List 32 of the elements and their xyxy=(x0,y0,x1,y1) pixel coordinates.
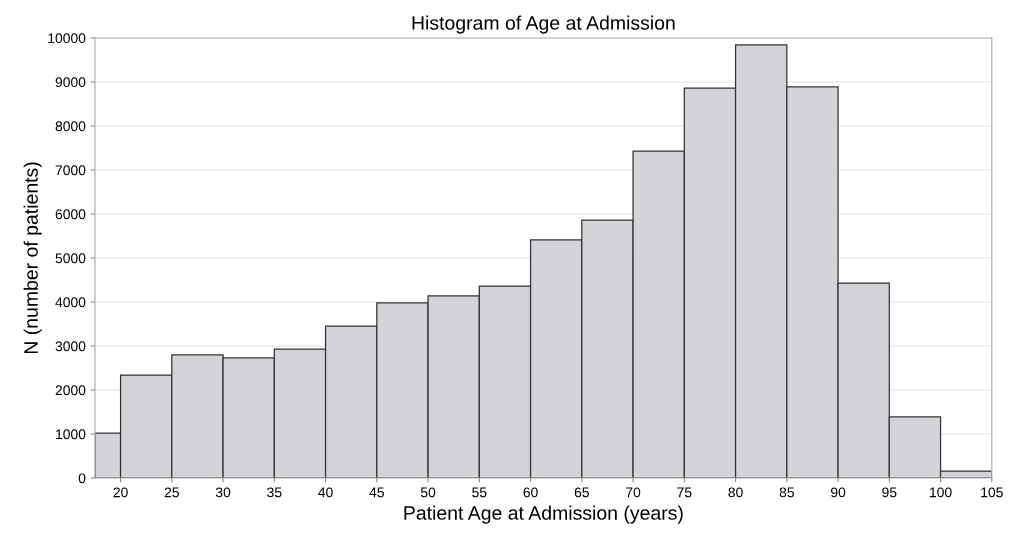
y-axis-title: N (number of patients) xyxy=(23,162,42,354)
x-tick-label: 50 xyxy=(420,487,436,498)
x-tick-label: 40 xyxy=(318,487,333,498)
x-tick-label: 85 xyxy=(779,487,794,498)
x-tick-label: 75 xyxy=(677,487,692,498)
x-tick-label: 95 xyxy=(882,487,897,498)
x-tick-label: 90 xyxy=(831,487,846,498)
y-tick-label: 10000 xyxy=(48,33,86,44)
x-tick-label: 30 xyxy=(215,487,231,498)
y-tick-label: 1000 xyxy=(56,429,86,440)
y-tick-label: 8000 xyxy=(55,121,86,132)
y-tick-label: 7000 xyxy=(55,165,86,176)
x-tick-label: 55 xyxy=(472,487,487,498)
x-tick-label: 20 xyxy=(113,487,128,498)
x-tick-label: 105 xyxy=(981,487,1003,498)
x-tick-label: 35 xyxy=(267,487,282,498)
y-tick-label: 9000 xyxy=(55,77,86,88)
y-tick-label: 4000 xyxy=(55,297,86,308)
chart-title: Histogram of Age at Admission xyxy=(412,15,675,34)
x-tick-label: 80 xyxy=(728,487,743,498)
x-tick-label: 45 xyxy=(369,487,384,498)
y-tick-label: 0 xyxy=(78,473,86,484)
x-tick-label: 65 xyxy=(574,487,589,498)
y-tick-label: 5000 xyxy=(55,253,86,264)
y-tick-label: 2000 xyxy=(55,385,86,396)
x-tick-label: 100 xyxy=(930,487,952,498)
x-tick-label: 25 xyxy=(164,487,179,498)
y-tick-label: 6000 xyxy=(55,209,86,220)
x-tick-label: 70 xyxy=(626,487,641,498)
x-tick-label: 60 xyxy=(523,487,538,498)
y-tick-label: 3000 xyxy=(55,341,86,352)
x-axis-title: Patient Age at Admission (years) xyxy=(404,505,683,524)
